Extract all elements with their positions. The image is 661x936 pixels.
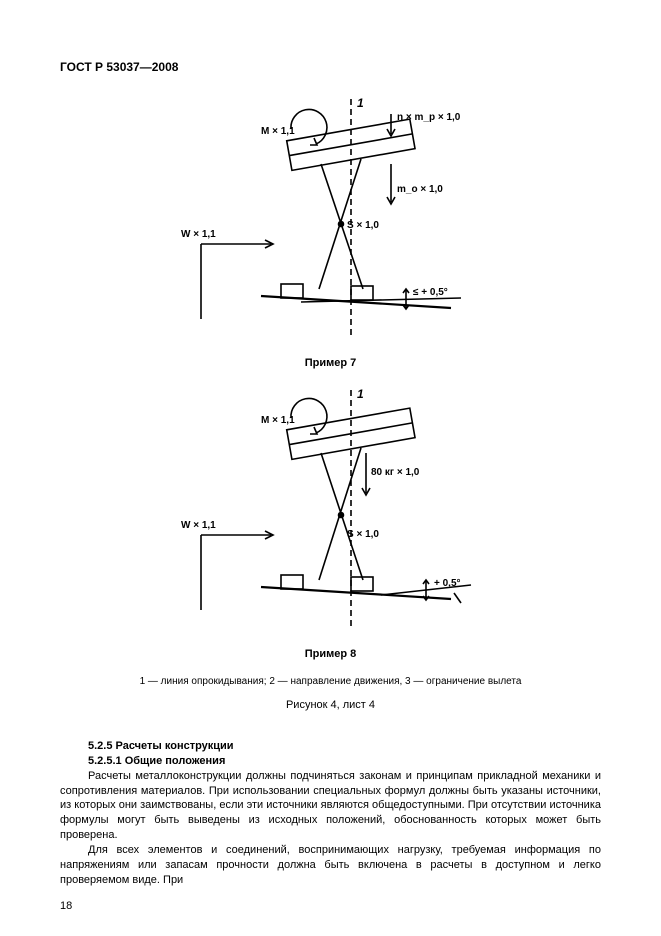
- fig7-M-label: M × 1,1: [261, 126, 295, 137]
- figure-sheet-title: Рисунок 4, лист 4: [60, 699, 601, 711]
- section-heading-1: 5.2.5 Расчеты конструкции: [60, 739, 601, 754]
- fig7-W-label: W × 1,1: [181, 229, 216, 240]
- fig7-axis-label: 1: [357, 96, 364, 110]
- figure-7: 1 M × 1,1 n × m_p × 1,0 m_o × 1,0 W × 1,…: [60, 94, 601, 369]
- section-heading-2: 5.2.5.1 Общие положения: [60, 754, 601, 769]
- figure-7-caption: Пример 7: [60, 357, 601, 369]
- fig7-nmp-label: n × m_p × 1,0: [397, 112, 461, 123]
- fig8-load-label: 80 кг × 1,0: [371, 467, 420, 478]
- page: ГОСТ Р 53037—2008: [0, 0, 661, 936]
- fig7-S-label: S × 1,0: [347, 220, 379, 231]
- section-paragraph-1: Расчеты металлоконструкции должны подчин…: [60, 769, 601, 843]
- figure-8-caption: Пример 8: [60, 648, 601, 660]
- fig8-W-label: W × 1,1: [181, 520, 216, 531]
- fig8-angle-label: + 0,5°: [434, 578, 461, 589]
- fig8-axis-label: 1: [357, 387, 364, 401]
- section-paragraph-2: Для всех элементов и соединений, восприн…: [60, 843, 601, 888]
- standard-header: ГОСТ Р 53037—2008: [60, 60, 601, 74]
- figure-8-svg: 1 M × 1,1 80 кг × 1,0 W × 1,1 S × 1,0 + …: [151, 385, 511, 635]
- fig7-mo-label: m_o × 1,0: [397, 184, 443, 195]
- figure-7-svg: 1 M × 1,1 n × m_p × 1,0 m_o × 1,0 W × 1,…: [151, 94, 511, 344]
- fig8-S-label: S × 1,0: [347, 529, 379, 540]
- figure-8: 1 M × 1,1 80 кг × 1,0 W × 1,1 S × 1,0 + …: [60, 385, 601, 660]
- fig8-M-label: M × 1,1: [261, 415, 295, 426]
- section-text: 5.2.5 Расчеты конструкции 5.2.5.1 Общие …: [60, 739, 601, 887]
- figure-legend: 1 — линия опрокидывания; 2 — направление…: [60, 676, 601, 687]
- fig7-angle-label: ≤ + 0,5°: [413, 287, 448, 298]
- page-number: 18: [60, 900, 72, 912]
